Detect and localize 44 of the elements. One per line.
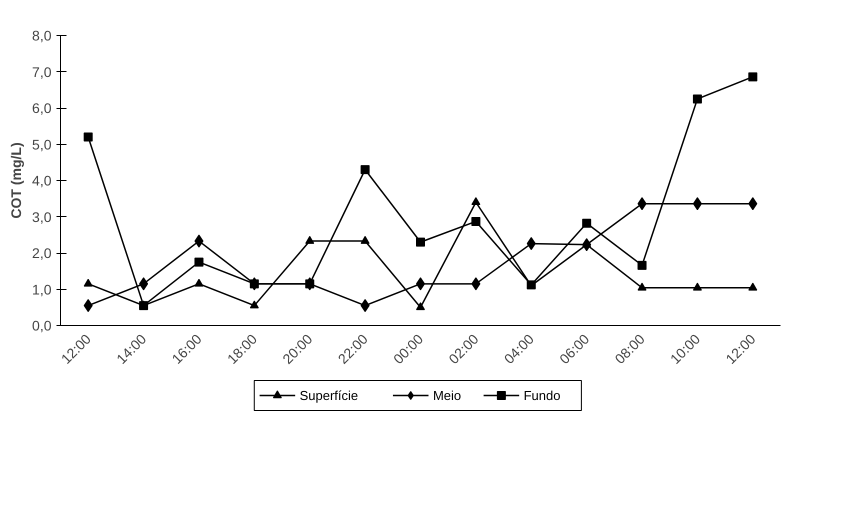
point <box>360 299 370 312</box>
point <box>582 238 592 252</box>
y-axis-title: COT (mg/L) <box>8 142 24 219</box>
point <box>194 278 204 287</box>
point <box>305 236 314 244</box>
legend-label: Meio <box>432 388 462 403</box>
point <box>250 300 259 308</box>
point <box>692 197 702 210</box>
point <box>305 279 314 288</box>
point <box>416 302 425 310</box>
point <box>638 260 647 270</box>
point <box>139 277 148 290</box>
point <box>416 238 425 247</box>
y-tick-label: 0,0 <box>32 318 52 334</box>
y-tick-label: 3,0 <box>32 208 52 225</box>
point <box>692 282 702 291</box>
point <box>360 165 370 174</box>
point <box>582 218 592 228</box>
point <box>471 216 480 226</box>
y-tick-label: 4,0 <box>32 172 52 188</box>
point <box>692 94 702 104</box>
point <box>638 282 647 291</box>
point <box>194 234 204 248</box>
y-tick-label: 7,0 <box>32 64 52 80</box>
point <box>84 278 93 287</box>
point <box>526 237 536 250</box>
point <box>471 197 480 206</box>
y-tick-label: 1,0 <box>32 281 52 298</box>
y-tick-label: 5,0 <box>32 136 52 152</box>
point <box>84 299 93 312</box>
y-tick-label: 2,0 <box>32 245 52 261</box>
point <box>471 277 480 290</box>
legend-label: Fundo <box>524 388 560 403</box>
legend-label: Superfície <box>300 388 358 403</box>
point <box>748 72 758 82</box>
point <box>638 197 647 210</box>
y-tick-label: 8,0 <box>32 28 52 44</box>
y-tick-label: 6,0 <box>32 100 52 116</box>
point <box>84 132 93 142</box>
point <box>360 236 370 244</box>
point <box>194 258 204 267</box>
point <box>748 197 758 210</box>
point <box>748 282 758 291</box>
point <box>250 279 259 288</box>
